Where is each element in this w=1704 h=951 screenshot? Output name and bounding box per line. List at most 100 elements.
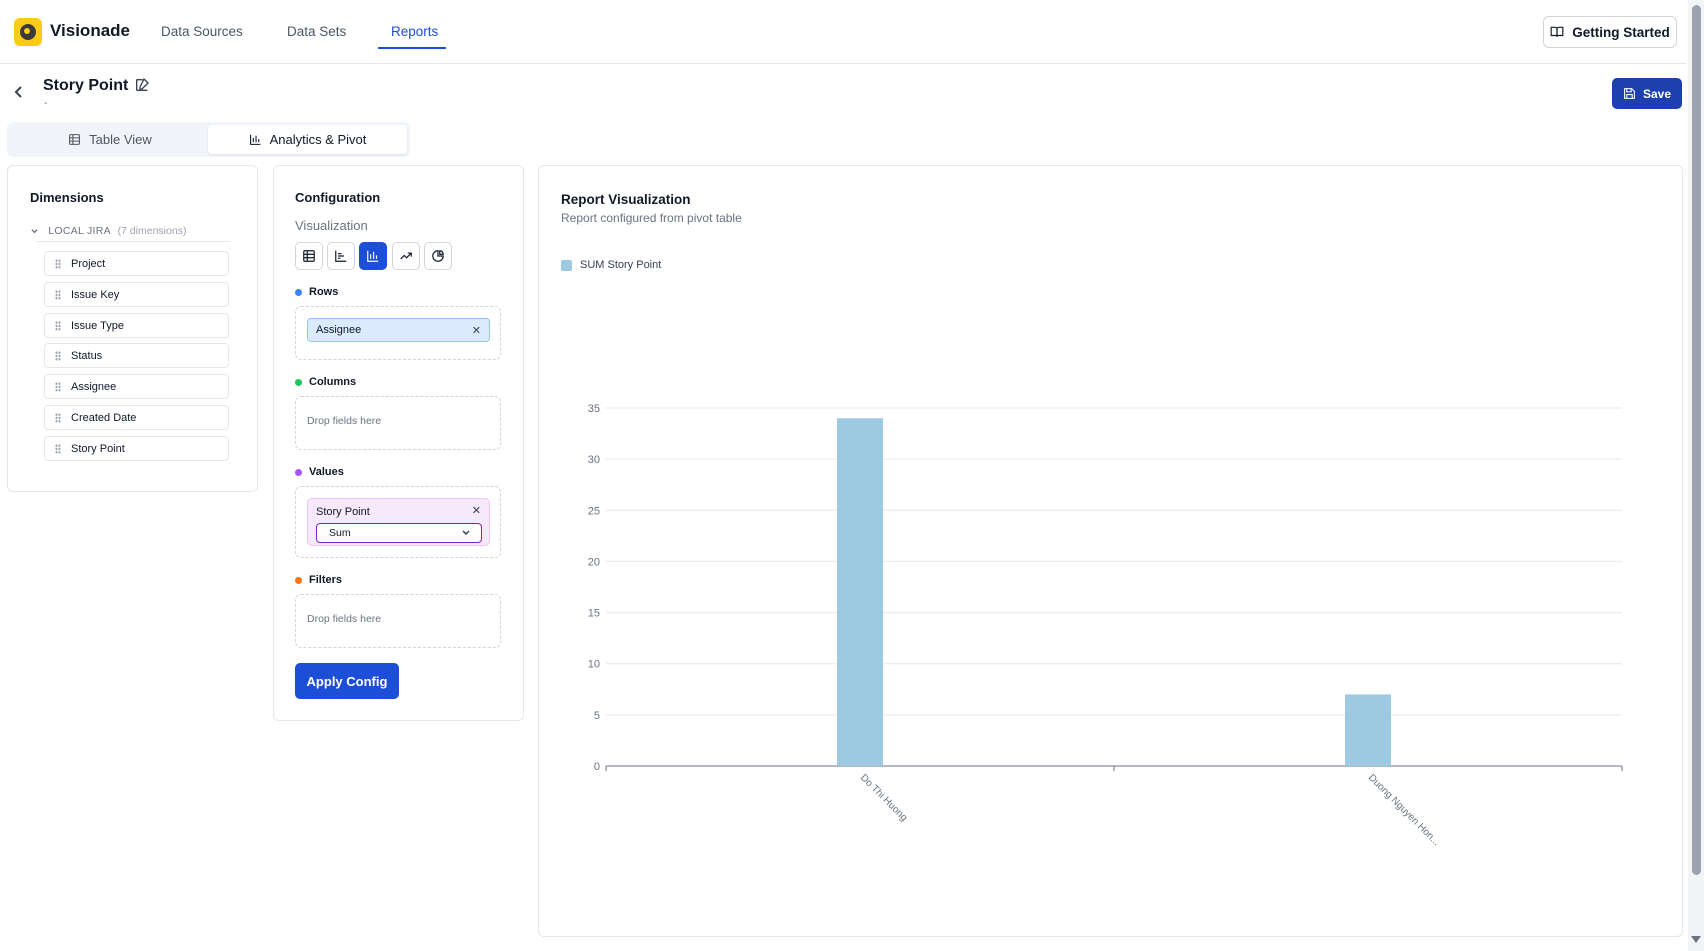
dimension-item[interactable]: Project — [44, 251, 229, 276]
visualization-title: Report Visualization — [561, 192, 691, 207]
visualization-label: Visualization — [295, 218, 368, 233]
viz-line-button[interactable] — [392, 242, 420, 270]
scroll-down-arrow[interactable] — [1691, 936, 1701, 943]
columns-dot — [295, 378, 302, 386]
rows-dropzone[interactable]: Assignee ✕ — [295, 306, 501, 360]
scrollbar-thumb[interactable] — [1692, 5, 1701, 875]
rows-chip-label: Assignee — [316, 324, 362, 336]
viz-table-button[interactable] — [295, 242, 323, 270]
dimension-group-count: (7 dimensions) — [117, 225, 187, 237]
view-tabs: Table View Analytics & Pivot — [7, 122, 410, 157]
aggregation-select[interactable]: Sum — [316, 523, 482, 543]
drag-handle-icon[interactable] — [55, 350, 61, 361]
tab-table-view[interactable]: Table View — [10, 125, 210, 154]
dimension-group-header[interactable]: LOCAL JIRA (7 dimensions) — [30, 225, 186, 237]
filters-dot — [295, 576, 302, 584]
viz-pie-button[interactable] — [424, 242, 452, 270]
values-label-text: Values — [309, 466, 344, 478]
dimension-item[interactable]: Issue Key — [44, 282, 229, 307]
value-field-label: Story Point — [316, 506, 370, 518]
tab-analytics-pivot[interactable]: Analytics & Pivot — [208, 125, 407, 154]
dimension-item[interactable]: Status — [44, 343, 229, 368]
dimension-item[interactable]: Created Date — [44, 405, 229, 430]
dimension-group-name: LOCAL JIRA — [48, 225, 111, 237]
filters-label-text: Filters — [309, 574, 343, 586]
y-tick-label: 15 — [588, 608, 600, 620]
drag-handle-icon[interactable] — [55, 258, 61, 269]
filters-dropzone[interactable]: Drop fields here — [295, 594, 501, 648]
apply-config-button[interactable]: Apply Config — [295, 663, 399, 699]
dimension-label: Issue Type — [71, 319, 124, 332]
dimension-item[interactable]: Assignee — [44, 374, 229, 399]
chevron-down-icon — [462, 530, 470, 536]
values-dropzone[interactable]: Story Point ✕ Sum — [295, 486, 501, 558]
logo-icon[interactable] — [14, 18, 42, 46]
tab-table-view-label: Table View — [89, 132, 152, 147]
value-chip[interactable]: Story Point ✕ Sum — [307, 498, 490, 546]
tab-analytics-pivot-label: Analytics & Pivot — [269, 132, 367, 147]
nav-data-sets[interactable]: Data Sets — [287, 24, 347, 39]
values-dot — [295, 468, 302, 476]
bar — [1345, 694, 1391, 766]
edit-icon[interactable] — [134, 77, 150, 98]
drag-handle-icon[interactable] — [55, 412, 61, 423]
columns-placeholder: Drop fields here — [307, 415, 382, 427]
save-button[interactable]: Save — [1612, 78, 1682, 109]
dimension-label: Issue Key — [71, 288, 120, 301]
top-navbar: Visionade Data Sources Data Sets Reports… — [0, 0, 1686, 64]
back-icon[interactable] — [14, 83, 24, 104]
visualization-subtitle: Report configured from pivot table — [561, 211, 742, 225]
trending-up-icon — [400, 252, 412, 260]
book-icon — [1550, 26, 1564, 37]
y-tick-label: 30 — [588, 454, 600, 466]
chart-legend[interactable]: SUM Story Point — [561, 259, 661, 271]
y-tick-label: 25 — [588, 505, 600, 517]
close-icon[interactable]: ✕ — [471, 505, 481, 517]
active-nav-indicator — [378, 47, 446, 49]
page-title: Story Point — [43, 77, 129, 94]
bar — [837, 418, 883, 766]
table-icon — [69, 134, 81, 145]
dimensions-title: Dimensions — [30, 190, 104, 205]
bar-chart-icon — [367, 250, 379, 262]
visualization-panel — [538, 165, 1683, 937]
table-icon — [303, 250, 315, 262]
filters-placeholder: Drop fields here — [307, 613, 382, 625]
drag-handle-icon[interactable] — [55, 381, 61, 392]
close-icon[interactable]: ✕ — [471, 324, 481, 337]
dimension-label: Created Date — [71, 411, 137, 424]
drag-handle-icon[interactable] — [55, 320, 61, 331]
values-label: Values — [295, 466, 344, 478]
legend-swatch — [561, 259, 572, 271]
y-tick-label: 5 — [594, 710, 600, 722]
drag-handle-icon[interactable] — [55, 443, 61, 454]
nav-reports[interactable]: Reports — [391, 24, 439, 39]
aggregation-value: Sum — [329, 527, 351, 539]
getting-started-label: Getting Started — [1572, 24, 1670, 40]
save-label: Save — [1642, 86, 1672, 101]
columns-label: Columns — [295, 376, 356, 388]
viz-horizontal-bar-button[interactable] — [327, 242, 355, 270]
rows-chip[interactable]: Assignee ✕ — [307, 318, 490, 342]
nav-data-sources[interactable]: Data Sources — [161, 24, 243, 39]
getting-started-button[interactable]: Getting Started — [1543, 16, 1677, 48]
filters-label: Filters — [295, 574, 342, 586]
rows-label: Rows — [295, 286, 338, 298]
pie-chart-icon — [432, 250, 444, 262]
brand-name[interactable]: Visionade — [50, 21, 130, 40]
dimension-item[interactable]: Issue Type — [44, 313, 229, 338]
dimension-label: Story Point — [71, 442, 125, 455]
rows-dot — [295, 288, 302, 296]
viz-bar-button[interactable] — [359, 242, 387, 270]
horizontal-bar-chart-icon — [335, 250, 347, 262]
columns-dropzone[interactable]: Drop fields here — [295, 396, 501, 450]
dimension-item[interactable]: Story Point — [44, 436, 229, 461]
rows-label-text: Rows — [309, 286, 339, 298]
drag-handle-icon[interactable] — [55, 289, 61, 300]
y-tick-label: 0 — [594, 761, 600, 773]
configuration-title: Configuration — [295, 190, 381, 205]
save-icon — [1624, 88, 1635, 99]
divider — [36, 241, 230, 242]
legend-label: SUM Story Point — [580, 259, 662, 271]
